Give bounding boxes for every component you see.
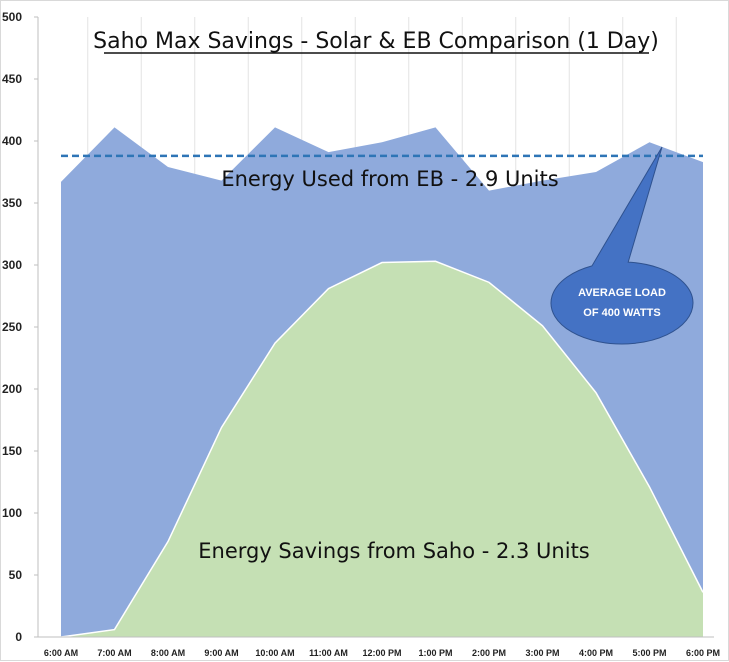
x-tick-label: 1:00 PM — [418, 648, 452, 658]
y-tick-label: 100 — [2, 506, 22, 520]
y-tick-label: 300 — [2, 258, 22, 272]
x-tick-label: 2:00 PM — [472, 648, 506, 658]
x-tick-label: 8:00 AM — [151, 648, 185, 658]
eb-energy-label: Energy Used from EB - 2.9 Units — [221, 167, 558, 191]
y-tick-label: 250 — [2, 320, 22, 334]
x-tick-label: 6:00 PM — [686, 648, 720, 658]
callout-text-line1: AVERAGE LOAD — [578, 287, 666, 299]
chart-title: Saho Max Savings - Solar & EB Comparison… — [93, 29, 659, 54]
callout-text-line2: OF 400 WATTS — [583, 307, 660, 319]
x-tick-label: 6:00 AM — [44, 648, 78, 658]
y-tick-label: 0 — [15, 630, 22, 644]
saho-savings-label: Energy Savings from Saho - 2.3 Units — [198, 539, 590, 563]
x-tick-label: 5:00 PM — [632, 648, 666, 658]
y-tick-label: 50 — [9, 568, 23, 582]
x-tick-label: 3:00 PM — [525, 648, 559, 658]
y-tick-label: 150 — [2, 444, 22, 458]
y-tick-label: 450 — [2, 72, 22, 86]
x-tick-label: 11:00 AM — [309, 648, 348, 658]
x-tick-label: 4:00 PM — [579, 648, 613, 658]
x-tick-label: 10:00 AM — [255, 648, 294, 658]
x-tick-label: 7:00 AM — [97, 648, 131, 658]
y-tick-label: 400 — [2, 134, 22, 148]
y-tick-label: 350 — [2, 196, 22, 210]
x-tick-label: 9:00 AM — [204, 648, 238, 658]
x-tick-label: 12:00 PM — [362, 648, 401, 658]
y-tick-label: 500 — [2, 10, 22, 24]
y-tick-label: 200 — [2, 382, 22, 396]
